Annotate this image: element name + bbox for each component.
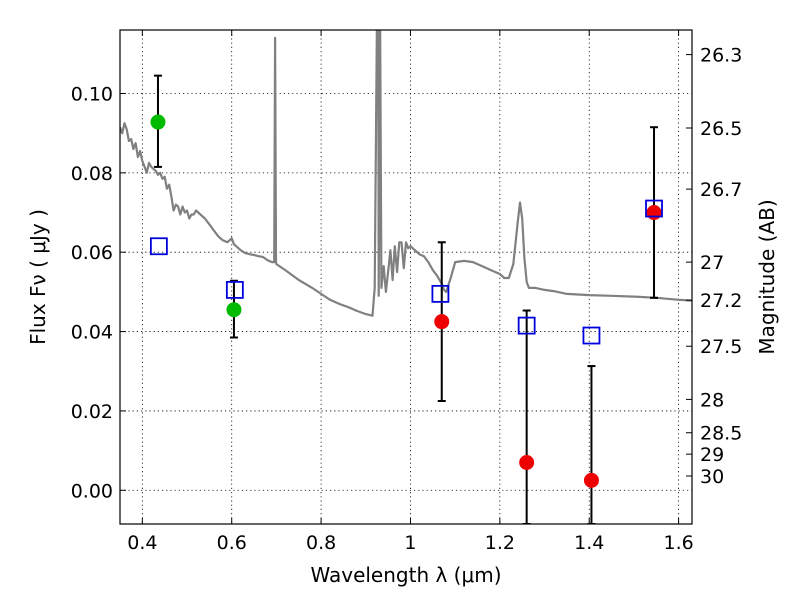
x-tick-label: 1.6 — [663, 532, 693, 554]
y-tick-label: 0.08 — [71, 163, 113, 185]
y2-axis-title: Magnitude (AB) — [755, 199, 779, 354]
model-flux-square — [431, 284, 450, 303]
model-flux-square — [645, 199, 663, 218]
x-tick-label: 0.4 — [127, 532, 157, 554]
model-flux-square — [582, 326, 601, 345]
model-spectrum-line — [120, 30, 692, 317]
y2-tick-label: 28 — [700, 389, 724, 411]
plot-area — [120, 30, 692, 524]
y2-tick-label: 27.5 — [700, 336, 742, 358]
plot-frame — [119, 29, 693, 525]
y-axis-title: Flux Fν ( μJy ) — [26, 209, 50, 345]
photometry-point — [434, 314, 450, 330]
model-flux-square — [517, 316, 536, 335]
x-tick-label: 0.8 — [306, 532, 336, 554]
y2-tick-label: 26.3 — [700, 45, 742, 67]
grid-lines — [120, 30, 692, 524]
x-tick-label: 0.6 — [217, 532, 247, 554]
x-tick-label: 1 — [404, 532, 416, 554]
y2-tick-label: 26.5 — [700, 118, 742, 140]
y-tick-label: 0.04 — [71, 322, 113, 344]
y-tick-label: 0.06 — [71, 242, 113, 264]
x-tick-label: 1.4 — [574, 532, 604, 554]
model-flux-square — [149, 237, 168, 256]
photometry-point — [150, 114, 166, 130]
y2-tick-label: 28.5 — [700, 423, 742, 445]
photometry-point — [583, 472, 599, 488]
y2-tick-label: 26.7 — [700, 179, 742, 201]
y-tick-label: 0.02 — [71, 401, 113, 423]
y2-tick-label: 27 — [700, 252, 724, 274]
model-flux-square — [225, 280, 244, 299]
y-tick-label: 0.10 — [71, 83, 113, 105]
x-axis-title: Wavelength λ (μm) — [310, 563, 501, 587]
y2-tick-label: 27.2 — [700, 290, 742, 312]
y2-tick-label: 30 — [700, 466, 724, 488]
photometry-point — [519, 454, 535, 470]
axes: 0.4 0.6 0.8 1 1.2 1.4 1.6 0.00 0.02 0.04 0.06 0.08 0… — [71, 30, 742, 554]
photometry-point — [226, 302, 242, 318]
x-tick-label: 1.2 — [485, 532, 515, 554]
y-tick-label: 0.00 — [71, 480, 113, 502]
y2-tick-label: 29 — [700, 444, 724, 466]
